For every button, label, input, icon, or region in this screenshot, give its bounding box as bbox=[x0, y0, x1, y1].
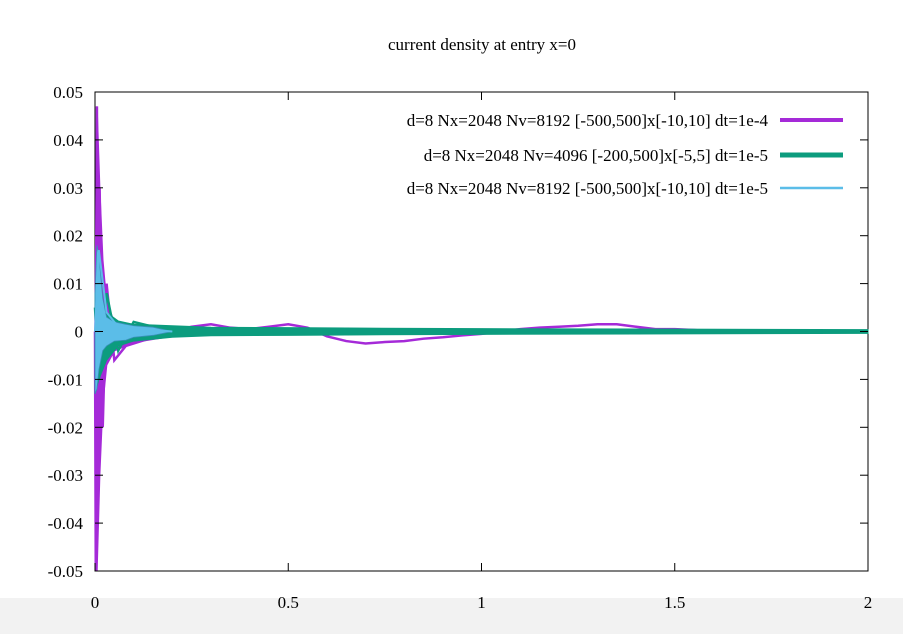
x-tick-label: 2 bbox=[864, 593, 873, 612]
y-tick-label: 0.04 bbox=[53, 131, 83, 150]
series-3-line bbox=[94, 249, 173, 333]
x-tick-label: 1.5 bbox=[664, 593, 685, 612]
legend-label: d=8 Nx=2048 Nv=4096 [-200,500]x[-5,5] dt… bbox=[424, 146, 768, 165]
chart-title: current density at entry x=0 bbox=[388, 35, 576, 54]
legend: d=8 Nx=2048 Nv=8192 [-500,500]x[-10,10] … bbox=[407, 111, 843, 198]
legend-label: d=8 Nx=2048 Nv=8192 [-500,500]x[-10,10] … bbox=[407, 111, 769, 130]
series-1-line bbox=[93, 106, 714, 572]
plot-area bbox=[93, 106, 869, 572]
y-tick-label: 0.03 bbox=[53, 179, 83, 198]
x-tick-label: 0.5 bbox=[278, 593, 299, 612]
y-tick-label: -0.05 bbox=[48, 562, 83, 581]
series-3-band bbox=[94, 245, 173, 394]
y-tick-label: 0.01 bbox=[53, 275, 83, 294]
y-tick-label: 0 bbox=[75, 323, 84, 342]
series-2-line bbox=[93, 292, 868, 380]
window-bottom-strip bbox=[0, 598, 903, 634]
x-tick-label: 0 bbox=[91, 593, 100, 612]
legend-label: d=8 Nx=2048 Nv=8192 [-500,500]x[-10,10] … bbox=[407, 179, 768, 198]
y-tick-label: -0.03 bbox=[48, 466, 83, 485]
series-2-band bbox=[94, 292, 869, 394]
axis-ticks: 0.05 0.04 0.03 0.02 0.01 0 -0.01 -0.02 -0.03 -0.0… bbox=[48, 83, 873, 612]
y-tick-label: -0.02 bbox=[48, 418, 83, 437]
y-tick-label: 0.02 bbox=[53, 227, 83, 246]
x-tick-label: 1 bbox=[477, 593, 486, 612]
y-tick-label: -0.04 bbox=[48, 514, 84, 533]
y-tick-label: -0.01 bbox=[48, 370, 83, 389]
y-tick-label: 0.05 bbox=[53, 83, 83, 102]
